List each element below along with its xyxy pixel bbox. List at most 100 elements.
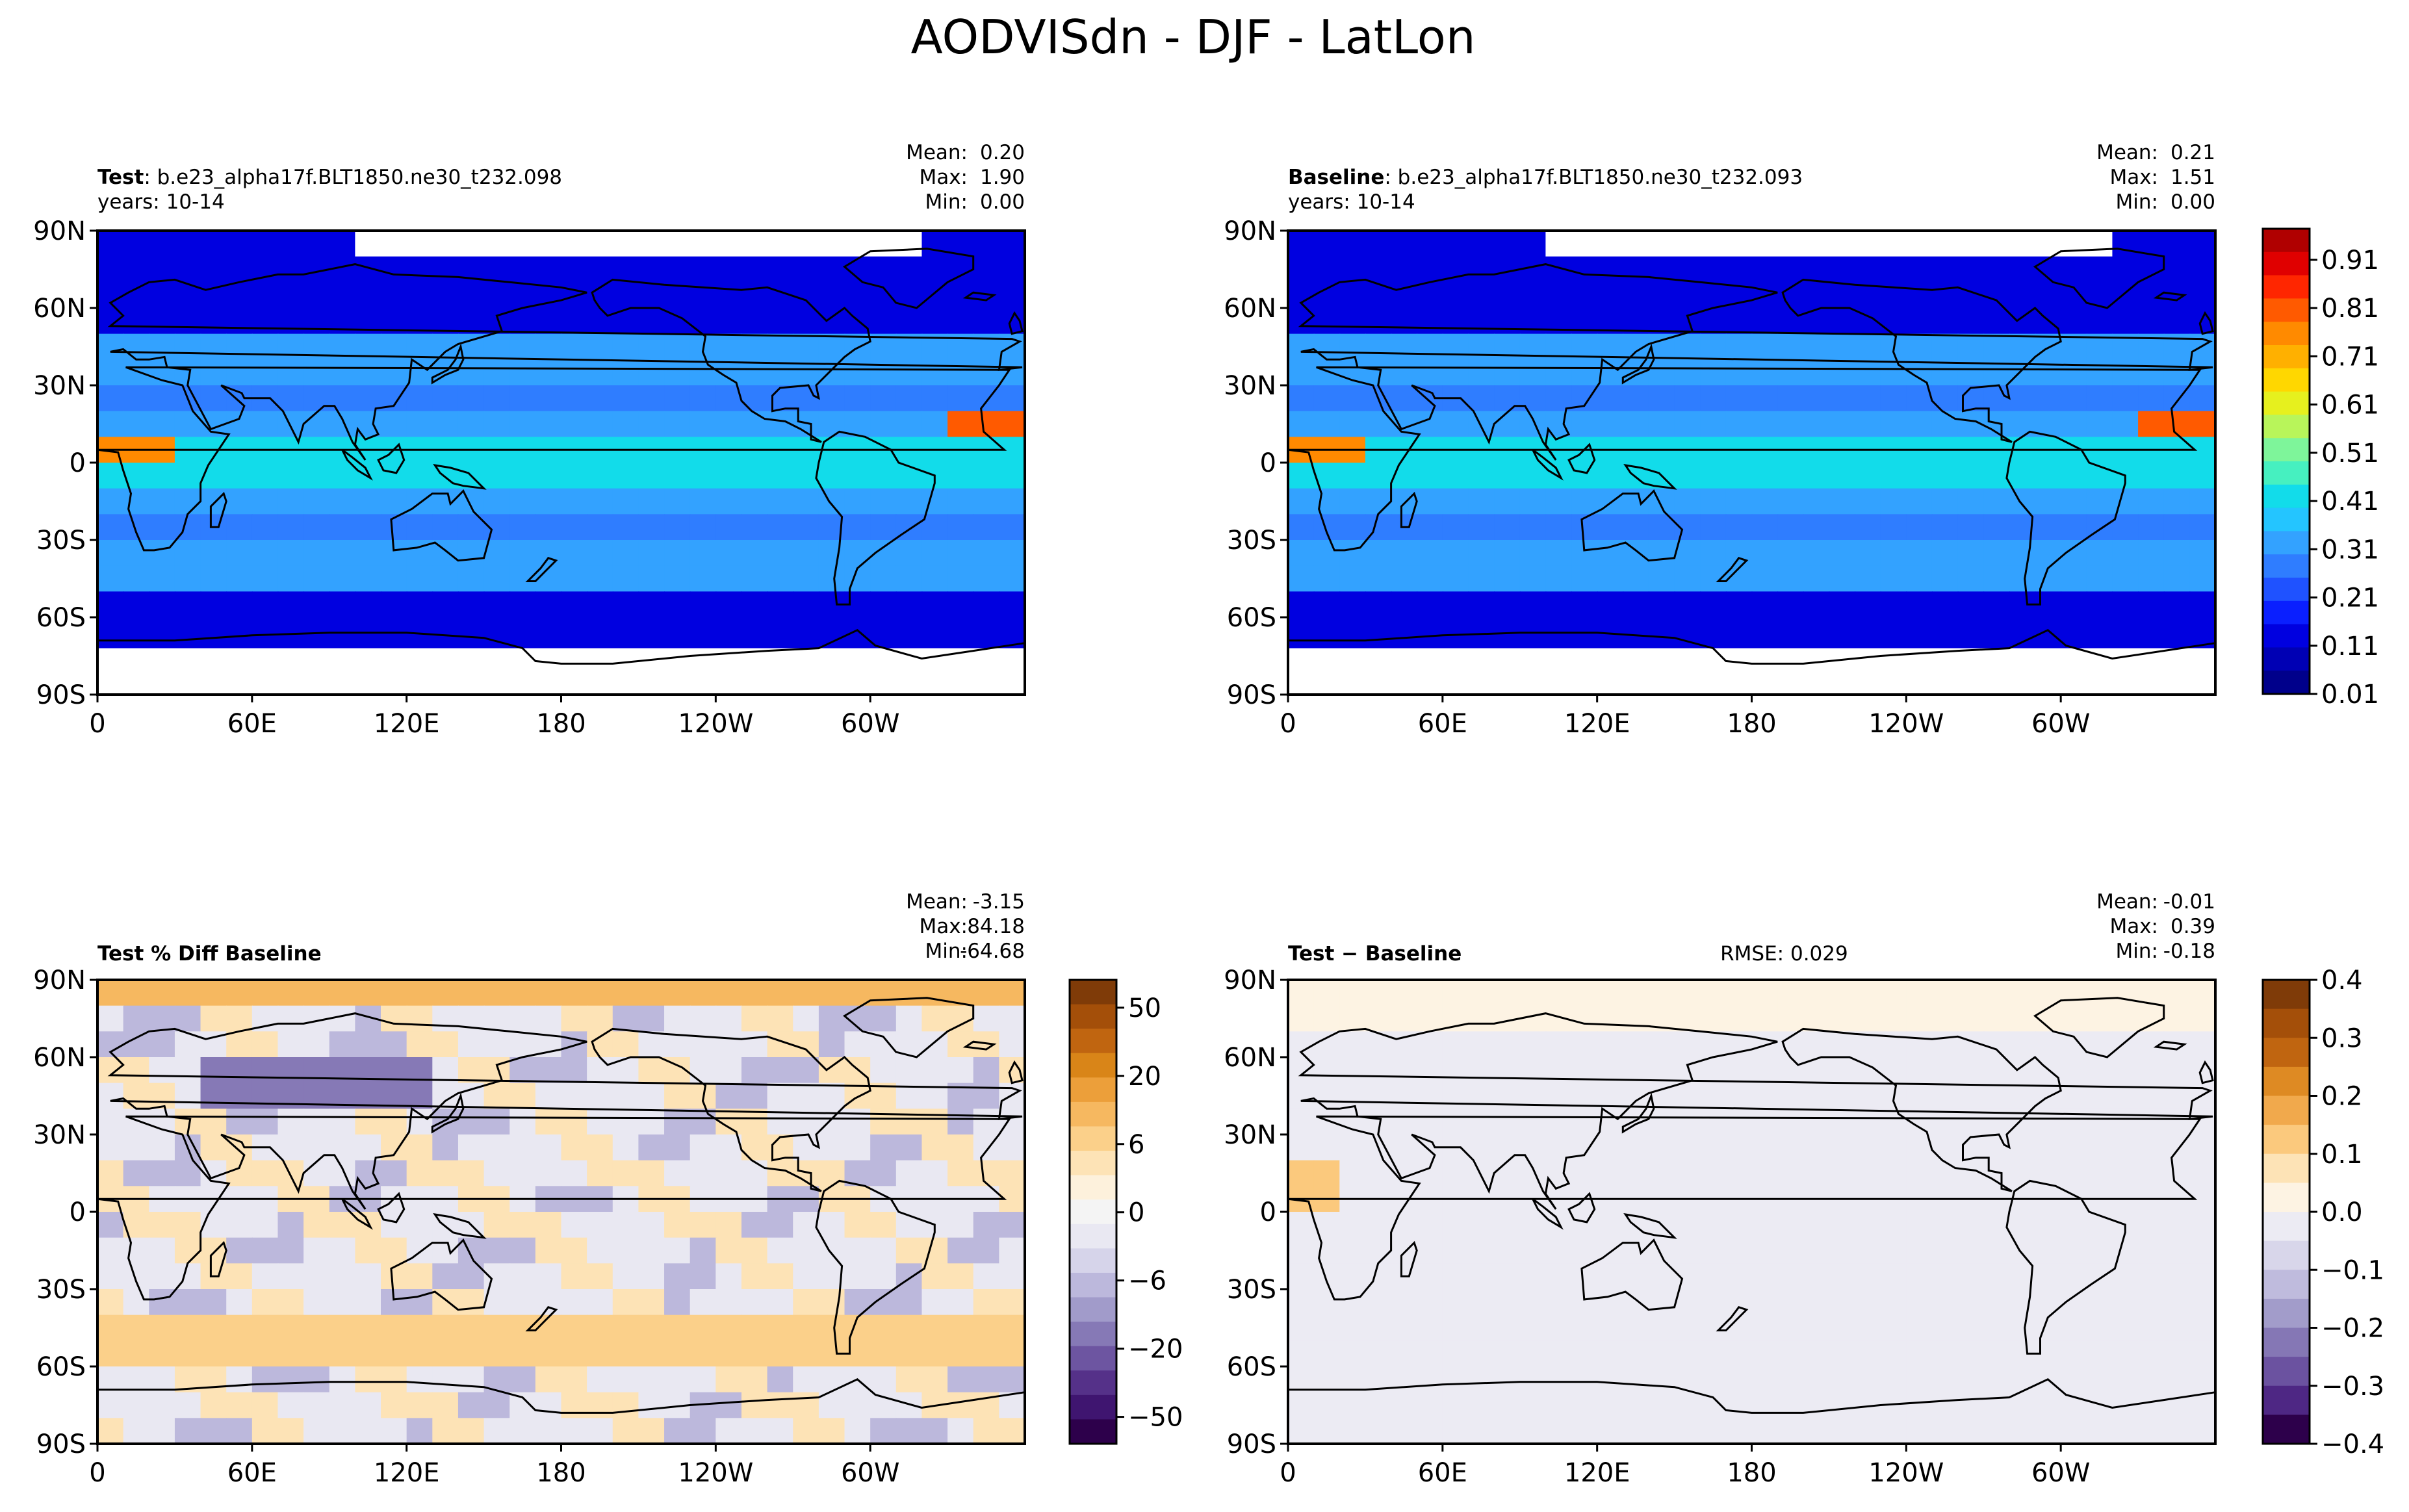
colorbar-swatch (2263, 229, 2310, 253)
field-cell (226, 514, 253, 541)
field-cell (947, 1314, 974, 1342)
field-cell (1339, 1314, 1366, 1342)
field-cell (1313, 282, 1341, 309)
field-cell (561, 1237, 588, 1264)
field-cell (1751, 463, 1779, 489)
field-cell (200, 308, 227, 335)
field-cell (921, 591, 949, 618)
field-cell (999, 359, 1025, 386)
field-cell (1957, 1289, 1985, 1316)
field-cell (1957, 256, 1985, 283)
field-cell (1648, 1418, 1675, 1444)
field-cell (1494, 617, 1521, 644)
field-cell (1288, 1263, 1315, 1290)
field-cell (457, 1392, 485, 1419)
field-cell (2086, 308, 2113, 335)
field-cell (2189, 1314, 2216, 1342)
field-cell (844, 1418, 871, 1444)
field-cell (509, 1418, 536, 1444)
field-cell (1829, 1134, 1856, 1161)
field-cell (226, 256, 253, 283)
field-cell (638, 1134, 665, 1161)
field-cell (1288, 1340, 1315, 1367)
field-cell (381, 980, 407, 1006)
field-cell (432, 488, 459, 515)
field-cell (1906, 282, 1933, 309)
field-cell (793, 514, 819, 541)
field-pctdiff (97, 980, 1025, 1444)
field-cell (715, 1366, 742, 1393)
field-cell (329, 256, 356, 283)
field-cell (844, 463, 871, 489)
field-cell (1931, 1263, 1959, 1290)
coastline-namerica (591, 1027, 871, 1192)
field-cell (1519, 1289, 1547, 1316)
field-cell (123, 308, 150, 335)
field-cell (1442, 231, 1469, 257)
field-cell (638, 359, 665, 386)
field-cell (97, 514, 124, 541)
field-cell (1880, 540, 1907, 567)
field-cell (1931, 1212, 1959, 1238)
field-cell (1725, 591, 1753, 618)
field-cell (715, 1263, 742, 1290)
field-cell (1674, 980, 1701, 1006)
coastline-australia (390, 489, 493, 562)
field-cell (251, 1160, 279, 1187)
field-cell (1648, 617, 1675, 644)
field-cell (251, 1392, 279, 1419)
field-cell (483, 1134, 511, 1161)
field-cell (1700, 1212, 1727, 1238)
field-cell (2189, 980, 2216, 1006)
field-cell (689, 308, 717, 335)
field-cell (432, 411, 459, 438)
field-cell (123, 1340, 150, 1367)
field-cell (561, 514, 588, 541)
field-cell (1829, 540, 1856, 567)
colorbar-swatch (2263, 1183, 2310, 1212)
field-cell (303, 1418, 330, 1444)
lat-tick-label: 30S (36, 526, 86, 556)
field-cell (1983, 1031, 2010, 1058)
field-cell (1597, 980, 1624, 1006)
field-cell (1931, 1314, 1959, 1342)
field-cell (1339, 231, 1366, 257)
field-cell (123, 980, 150, 1006)
field-cell (355, 540, 382, 567)
field-cell (1417, 1031, 1443, 1058)
field-cell (483, 256, 511, 283)
field-cell (1700, 1392, 1727, 1419)
field-cell (1365, 565, 1392, 593)
colorbar-swatch (2263, 624, 2310, 648)
field-cell (2189, 1083, 2216, 1110)
field-cell (1648, 1289, 1675, 1316)
field-cell (1829, 1057, 1856, 1084)
field-cell (1339, 333, 1366, 361)
field-cell (406, 385, 433, 412)
field-cell (1803, 565, 1830, 593)
field-cell (1725, 1392, 1753, 1419)
field-cell (2086, 617, 2113, 644)
field-cell (999, 1212, 1025, 1238)
colorbar-swatch (2263, 484, 2310, 509)
field-cell (1803, 463, 1830, 489)
field-cell (1571, 1212, 1598, 1238)
field-cell (999, 256, 1025, 283)
stat-value: 0.20 (980, 141, 1025, 164)
colorbar-tick-label: −50 (1128, 1403, 1183, 1433)
field-cell (612, 980, 639, 1006)
field-cell (689, 980, 717, 1006)
field-cell (483, 1314, 511, 1342)
coastline-samerica (815, 430, 936, 606)
field-cell (457, 617, 485, 644)
field-cell (1288, 1392, 1315, 1419)
field-cell (1339, 565, 1366, 593)
field-cell (999, 1108, 1025, 1135)
field-cell (1674, 1108, 1701, 1135)
field-cell (1597, 411, 1624, 438)
field-cell (277, 591, 305, 618)
field-cell (123, 1057, 150, 1084)
field-cell (1803, 359, 1830, 386)
field-cell (355, 1392, 382, 1419)
field-cell (509, 1314, 536, 1342)
